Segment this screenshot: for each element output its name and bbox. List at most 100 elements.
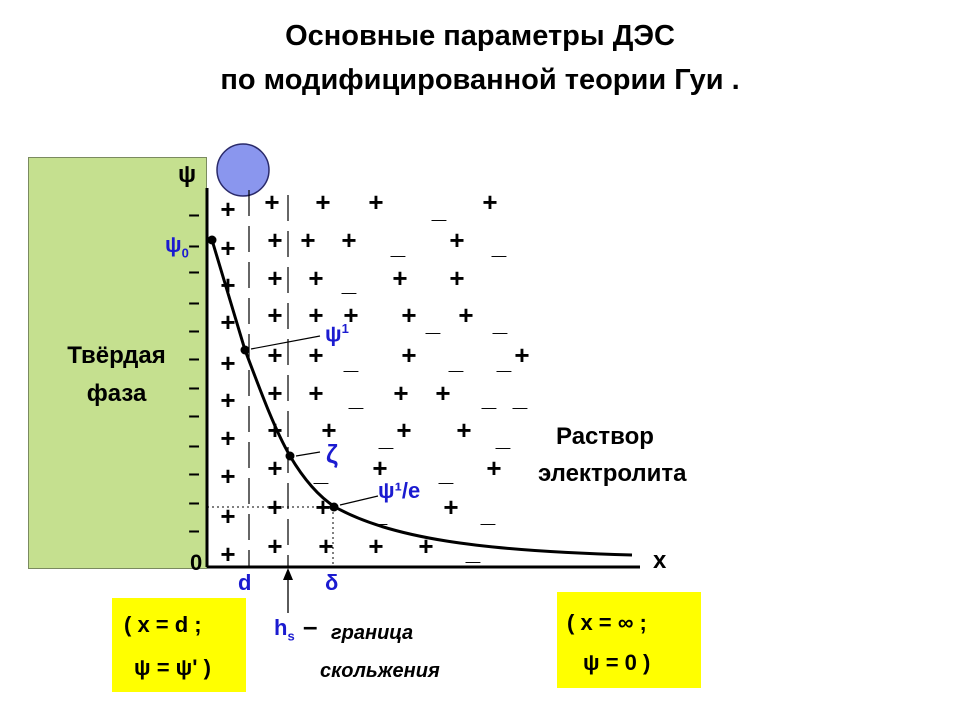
surface-charge-minus: – <box>188 235 199 257</box>
cation-plus: + <box>220 270 235 300</box>
cation-plus: + <box>401 340 416 370</box>
x-axis-label: x <box>653 547 667 574</box>
surface-charge-minus: – <box>188 405 199 427</box>
cation-plus: + <box>449 225 464 255</box>
cation-plus: + <box>220 461 235 491</box>
solid-phase-label-1: Твёрдая <box>67 342 166 369</box>
anion-minus: _ <box>348 382 364 412</box>
solid-phase-block <box>28 157 207 569</box>
surface-charge-minus: – <box>188 348 199 370</box>
condition-inf-line-2: ψ = 0 ) <box>583 650 651 675</box>
anion-minus: _ <box>481 382 497 412</box>
solution-label-2: электролита <box>538 460 687 487</box>
cation-plus: + <box>368 187 383 217</box>
origin-label: 0 <box>190 550 203 575</box>
cation-plus: + <box>220 194 235 224</box>
point-psi1 <box>240 345 250 355</box>
cation-plus: + <box>267 415 282 445</box>
surface-charge-minus: – <box>188 492 199 514</box>
cation-plus: + <box>456 415 471 445</box>
point-psi1e <box>329 502 339 512</box>
psi1-leader <box>250 335 321 350</box>
surface-charge-minus: – <box>188 261 199 283</box>
cation-plus: + <box>393 378 408 408</box>
d-label: d <box>238 570 252 595</box>
anion-minus: _ <box>341 267 357 297</box>
slip-boundary-line-2: скольжения <box>320 660 440 682</box>
cation-plus: + <box>392 263 407 293</box>
cation-plus: + <box>396 415 411 445</box>
cation-plus: + <box>372 453 387 483</box>
anion-minus: _ <box>343 345 359 375</box>
anion-minus: _ <box>465 536 481 566</box>
anion-minus: _ <box>491 230 507 260</box>
anion-minus: _ <box>390 230 406 260</box>
cation-plus: + <box>315 492 330 522</box>
condition-d-line-1: ( x = d ; <box>124 612 202 637</box>
y-axis-label: ψ <box>178 161 197 188</box>
cation-plus: + <box>443 492 458 522</box>
anion-minus: _ <box>431 194 447 224</box>
anion-minus: _ <box>495 422 511 452</box>
point-zeta <box>285 451 295 461</box>
psi0-label: ψ0 <box>165 232 189 261</box>
cation-plus: + <box>308 263 323 293</box>
title-line-1: Основные параметры ДЭС <box>285 20 675 52</box>
condition-box-d: ( x = d ; ψ = ψ' ) <box>112 598 246 692</box>
cation-plus: + <box>435 378 450 408</box>
cation-plus: + <box>267 263 282 293</box>
cation-plus: + <box>267 340 282 370</box>
cation-plus: + <box>267 492 282 522</box>
cation-plus: + <box>300 225 315 255</box>
surface-charge-minus: – <box>188 463 199 485</box>
anion-minus: _ <box>480 498 496 528</box>
cation-plus: + <box>343 300 358 330</box>
cation-plus: + <box>220 539 235 569</box>
cation-plus: + <box>418 531 433 561</box>
cation-plus: + <box>220 385 235 415</box>
surface-charge-minus: – <box>188 204 199 226</box>
anion-minus: _ <box>448 345 464 375</box>
solution-label-1: Раствор <box>556 423 654 450</box>
cation-plus: + <box>458 300 473 330</box>
cation-plus: + <box>220 423 235 453</box>
anion-minus: _ <box>492 307 508 337</box>
psi1e-label: ψ¹/e <box>378 478 421 503</box>
surface-charge-minus: – <box>188 520 199 542</box>
potential-curve <box>210 239 633 557</box>
surface-charge-minus: – <box>188 292 199 314</box>
zeta-leader <box>295 451 321 457</box>
psi1e-leader <box>339 495 379 506</box>
surface-charge-minus: – <box>188 435 199 457</box>
slip-dash: – <box>303 611 318 641</box>
cation-plus: + <box>321 415 336 445</box>
surface-charge-minus: – <box>188 320 199 342</box>
anion-minus: _ <box>313 457 329 487</box>
cation-plus: + <box>220 501 235 531</box>
surface-charge-minus: – <box>188 377 199 399</box>
hs-label: hs <box>274 615 295 644</box>
zeta-label: ζ <box>326 439 338 469</box>
slip-boundary-line-1: граница <box>331 622 414 644</box>
cation-plus: + <box>449 263 464 293</box>
cation-plus: + <box>220 233 235 263</box>
cation-plus: + <box>486 453 501 483</box>
condition-inf-line-1: ( x = ∞ ; <box>567 610 647 635</box>
anion-minus: _ <box>372 498 388 528</box>
cation-plus: + <box>267 453 282 483</box>
condition-box-infinity: ( x = ∞ ; ψ = 0 ) <box>557 592 701 688</box>
title-line-2: по модифицированной теории Гуи . <box>220 64 740 96</box>
anion-minus: _ <box>378 422 394 452</box>
cation-plus: + <box>308 340 323 370</box>
solid-phase-label-2: фаза <box>86 380 147 407</box>
cation-plus: + <box>267 378 282 408</box>
psi1-label: ψ1 <box>325 321 349 347</box>
cation-plus: + <box>267 300 282 330</box>
anion-minus: _ <box>512 382 528 412</box>
cation-plus: + <box>341 225 356 255</box>
condition-d-line-2: ψ = ψ' ) <box>134 655 211 680</box>
cation-plus: + <box>318 531 333 561</box>
ion-charges: + + + + + + + + + + + + + + + + + + + + + + + + + + + + + + + + + + + + + + + +… <box>188 187 529 569</box>
anion-minus: _ <box>496 345 512 375</box>
